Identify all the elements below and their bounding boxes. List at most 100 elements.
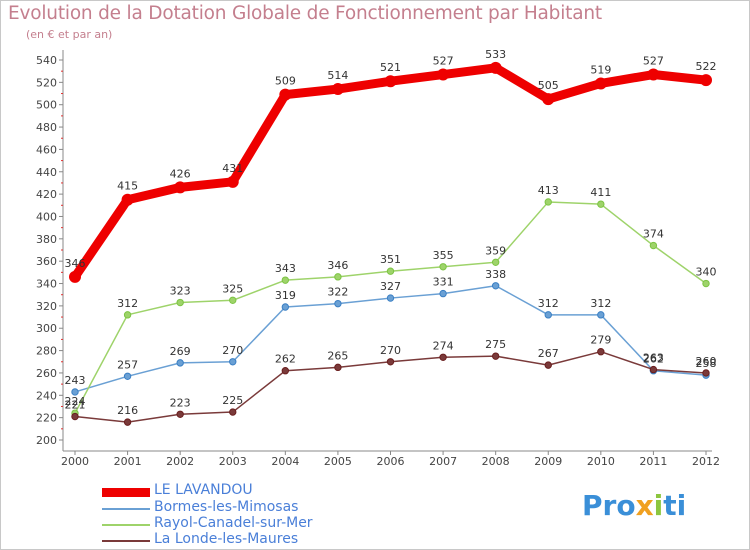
data-label: 312: [590, 297, 611, 310]
data-label: 275: [485, 338, 506, 351]
data-point: [174, 181, 187, 194]
legend-label-rayol-canadel-sur-mer: Rayol-Canadel-sur-Mer: [154, 515, 313, 531]
data-label: 527: [433, 55, 454, 68]
data-label: 279: [590, 334, 611, 347]
chart-subtitle: (en € et par an): [26, 28, 113, 41]
data-point: [544, 361, 552, 369]
legend-swatch-le-lavandou: [102, 488, 150, 497]
data-point: [69, 270, 81, 283]
data-point: [544, 311, 552, 319]
y-tick-label: 260: [36, 367, 57, 380]
data-label: 262: [275, 353, 296, 366]
data-point: [702, 369, 710, 377]
data-label: 323: [170, 285, 191, 298]
data-point: [331, 83, 344, 96]
x-tick-label: 2005: [324, 455, 352, 468]
legend-label-le-lavandou: LE LAVANDOU: [154, 482, 253, 498]
y-tick-label: 360: [36, 255, 57, 268]
data-label: 258: [696, 357, 717, 370]
y-tick-label: 340: [36, 278, 57, 291]
data-point: [649, 365, 658, 374]
data-point: [386, 358, 395, 366]
data-point: [439, 263, 447, 271]
data-point: [491, 258, 500, 266]
data-point: [386, 267, 395, 275]
x-tick-label: 2000: [61, 455, 89, 468]
data-label: 514: [327, 69, 348, 82]
legend-label-bormes-les-mimosas: Bormes-les-Mimosas: [154, 499, 299, 515]
data-label: 374: [643, 228, 664, 241]
data-point: [281, 276, 290, 284]
data-label: 522: [696, 60, 717, 73]
data-label: 413: [538, 184, 559, 197]
y-tick-label: 420: [36, 188, 57, 201]
data-point: [123, 311, 132, 319]
data-label: 521: [380, 61, 401, 74]
data-label: 346: [65, 257, 86, 270]
y-tick-label: 440: [36, 166, 57, 179]
data-point: [386, 294, 395, 302]
data-label: 426: [170, 167, 191, 180]
x-tick-label: 2008: [482, 455, 510, 468]
data-label: 274: [433, 339, 454, 352]
data-point: [176, 298, 184, 307]
y-tick-label: 520: [36, 76, 57, 89]
data-label: 216: [117, 404, 138, 417]
data-label: 351: [380, 253, 401, 266]
data-point: [597, 348, 605, 356]
y-tick-label: 300: [36, 322, 57, 335]
data-label: 411: [590, 186, 611, 199]
data-point: [700, 74, 712, 87]
y-tick-label: 240: [36, 389, 57, 402]
x-tick-label: 2004: [271, 455, 299, 468]
y-tick-label: 500: [36, 99, 57, 112]
y-tick-label: 460: [36, 143, 57, 156]
y-tick-label: 380: [36, 233, 57, 246]
x-tick-label: 2001: [114, 455, 142, 468]
data-point: [226, 175, 239, 188]
data-label: 327: [380, 280, 401, 293]
x-tick-label: 2007: [429, 455, 457, 468]
data-label: 257: [117, 358, 138, 371]
data-label: 312: [538, 297, 559, 310]
x-tick-label: 2010: [587, 455, 615, 468]
data-label: 262: [643, 353, 664, 366]
x-tick-label: 2003: [219, 455, 247, 468]
data-label: 527: [643, 55, 664, 68]
series-line-rayol-canadel-sur-mer: [74, 201, 707, 414]
logo-letter: i: [653, 489, 664, 522]
data-label: 509: [275, 75, 296, 88]
data-point: [281, 367, 290, 375]
data-label: 263: [643, 352, 664, 365]
data-label: 270: [380, 344, 401, 357]
legend-swatch-la-londe-les-maures: [102, 540, 150, 542]
data-label: 343: [275, 262, 296, 275]
data-point: [491, 282, 500, 290]
data-point: [281, 303, 290, 311]
data-label: 223: [170, 396, 191, 409]
data-point: [489, 61, 502, 74]
data-point: [542, 93, 555, 106]
data-label: 269: [170, 345, 191, 358]
data-label: 331: [433, 276, 454, 289]
data-label: 319: [275, 289, 296, 302]
legend-label-la-londe-les-maures: La Londe-les-Maures: [154, 531, 299, 547]
data-label: 533: [485, 48, 506, 61]
logo-letter: o: [616, 489, 636, 522]
logo-letter: r: [602, 489, 617, 522]
legend-swatch-rayol-canadel-sur-mer: [102, 524, 150, 526]
data-label: 346: [327, 259, 348, 272]
data-point: [702, 279, 710, 288]
data-label: 519: [590, 63, 611, 76]
x-tick-label: 2006: [377, 455, 405, 468]
data-point: [597, 200, 605, 208]
data-label: 312: [117, 297, 138, 310]
data-label: 325: [222, 282, 243, 295]
data-label: 265: [327, 349, 348, 362]
data-point: [229, 408, 237, 416]
y-tick-label: 220: [36, 412, 57, 425]
data-label: 270: [222, 344, 243, 357]
data-label: 359: [485, 244, 506, 257]
data-point: [439, 353, 447, 361]
